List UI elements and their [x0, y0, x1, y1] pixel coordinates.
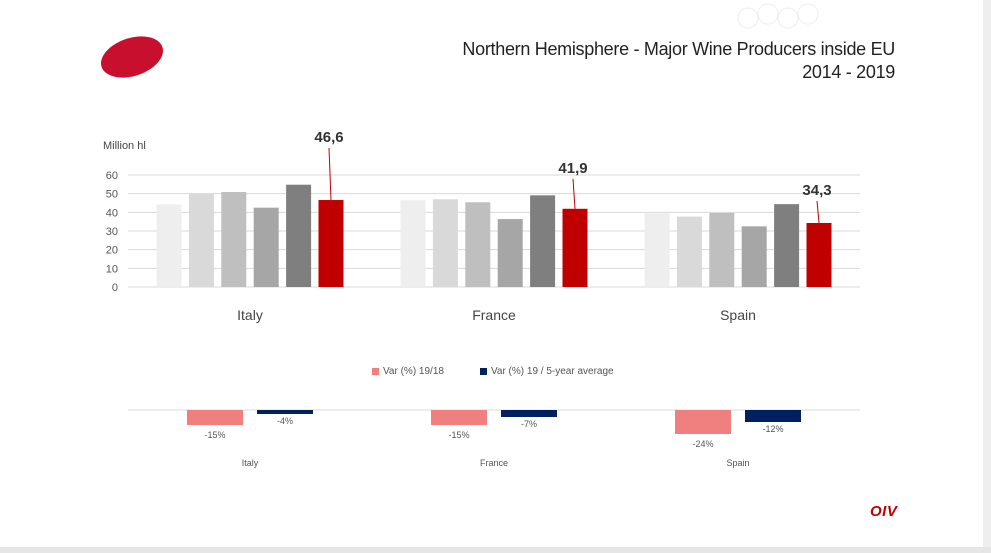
var-label-spain-0: -24%: [692, 439, 713, 449]
var-bar-italy-0: [187, 410, 243, 425]
bar-spain-1: [676, 216, 702, 287]
legend-label-var-5yr: Var (%) 19 / 5-year average: [490, 366, 614, 377]
var-x-tick-label-france: France: [480, 458, 508, 468]
bar-italy-4: [286, 184, 312, 287]
bar-italy-1: [188, 193, 214, 287]
bar-spain-0: [644, 213, 670, 287]
leader-line-france: [572, 178, 576, 209]
y-tick-label-0: 0: [112, 282, 118, 294]
bar-spain-5: [806, 222, 832, 287]
y-axis-title: Million hl: [103, 140, 146, 152]
var-bar-spain-0: [675, 410, 731, 434]
x-tick-label-spain: Spain: [720, 307, 756, 323]
var-label-france-0: -15%: [448, 430, 469, 440]
bar-italy-0: [156, 204, 182, 287]
bar-france-0: [400, 200, 426, 287]
bar-france-2: [465, 202, 491, 287]
bar-spain-3: [741, 226, 767, 287]
y-tick-label-20: 20: [106, 245, 118, 257]
chart-title-line1: Northern Hemisphere - Major Wine Produce…: [462, 39, 895, 59]
watermark-grapes-icon: [737, 3, 819, 29]
bar-france-3: [497, 219, 523, 287]
data-label-france: 41,9: [558, 160, 587, 177]
bar-spain-2: [709, 212, 735, 287]
leader-line-spain: [816, 200, 820, 224]
variation-legend: Var (%) 19/18 Var (%) 19 / 5-year averag…: [372, 366, 614, 377]
var-label-spain-1: -12%: [762, 424, 783, 434]
bar-france-5: [562, 208, 588, 287]
x-tick-label-france: France: [472, 307, 516, 323]
bar-italy-3: [253, 207, 279, 287]
var-label-italy-1: -4%: [277, 416, 293, 426]
chart-title-line2: 2014 - 2019: [802, 62, 895, 82]
data-label-spain: 34,3: [802, 182, 831, 199]
var-x-tick-label-spain: Spain: [726, 458, 749, 468]
y-tick-label-30: 30: [106, 226, 118, 238]
legend-label-var-19-18: Var (%) 19/18: [383, 366, 444, 377]
x-tick-label-italy: Italy: [237, 307, 263, 323]
page-edge-right: [983, 0, 991, 553]
y-tick-label-50: 50: [106, 189, 118, 201]
leader-line-italy: [328, 147, 332, 201]
legend-swatch-var-5yr: [479, 368, 487, 375]
var-label-italy-0: -15%: [204, 430, 225, 440]
y-tick-label-40: 40: [106, 207, 118, 219]
data-label-italy: 46,6: [314, 129, 343, 146]
legend-item-var-5yr: Var (%) 19 / 5-year average: [479, 366, 614, 377]
var-bar-france-1: [501, 410, 557, 417]
var-x-tick-label-italy: Italy: [242, 458, 259, 468]
bar-italy-5: [318, 200, 344, 287]
chart-title: Northern Hemisphere - Major Wine Produce…: [462, 38, 895, 84]
var-bar-france-0: [431, 410, 487, 425]
bar-spain-4: [774, 204, 800, 287]
page-edge-bottom: [0, 547, 991, 553]
y-tick-label-10: 10: [106, 263, 118, 275]
var-bar-spain-1: [745, 410, 801, 422]
oiv-logo: OIV: [870, 503, 898, 520]
bar-italy-2: [221, 191, 247, 287]
y-tick-label-60: 60: [106, 170, 118, 182]
legend-item-var-19-18: Var (%) 19/18: [372, 366, 444, 377]
var-label-france-1: -7%: [521, 419, 537, 429]
var-bar-italy-1: [257, 410, 313, 414]
bar-france-4: [530, 195, 556, 287]
bar-france-1: [432, 199, 458, 287]
legend-swatch-var-19-18: [372, 368, 379, 375]
